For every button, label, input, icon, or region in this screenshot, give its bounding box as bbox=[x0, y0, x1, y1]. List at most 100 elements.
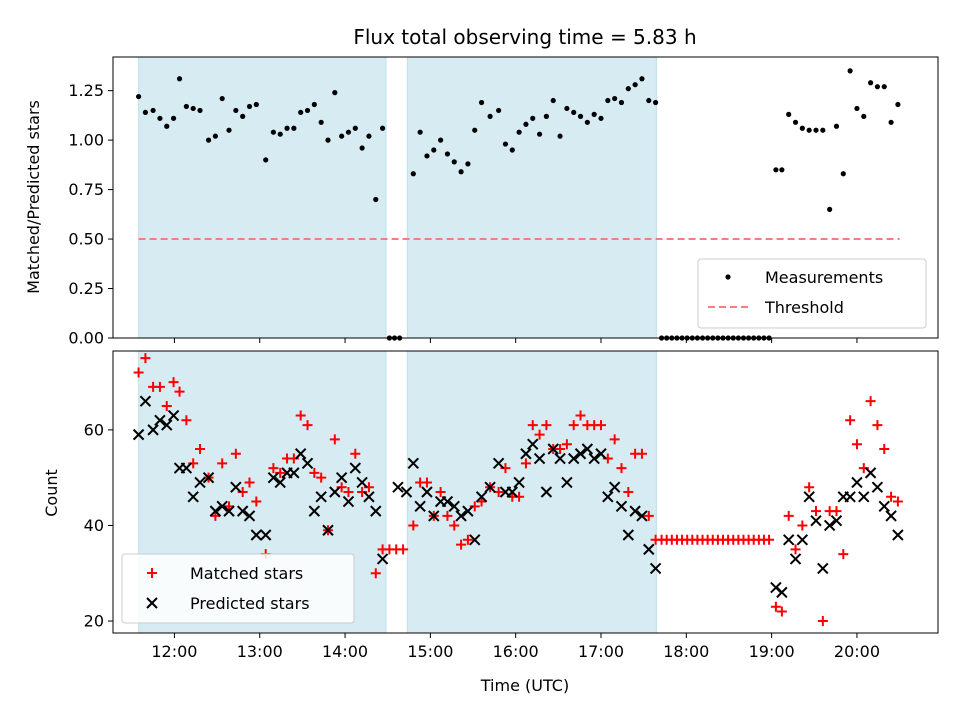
measurement-point-52 bbox=[502, 141, 509, 147]
matched-star-point-104 bbox=[817, 616, 828, 627]
measurement-point-104 bbox=[820, 127, 826, 133]
predicted-star-point-70 bbox=[629, 505, 641, 517]
matched-star-point-110 bbox=[858, 463, 869, 474]
matched-star-point-66 bbox=[596, 420, 607, 431]
legend-marker-matched-stars bbox=[147, 568, 157, 578]
measurement-point-48 bbox=[472, 127, 478, 133]
predicted-star-point-7 bbox=[180, 462, 193, 474]
matched-star-point-28 bbox=[329, 434, 340, 445]
predicted-star-point-40 bbox=[421, 486, 433, 498]
matched-star-point-115 bbox=[892, 496, 903, 507]
measurement-point-49 bbox=[478, 99, 485, 106]
matched-star-point-1 bbox=[140, 353, 151, 364]
matched-stars-series bbox=[133, 353, 903, 627]
measurement-point-35 bbox=[379, 125, 386, 131]
predicted-star-point-59 bbox=[554, 452, 566, 465]
predicted-star-point-49 bbox=[484, 481, 496, 493]
matched-star-point-55 bbox=[520, 458, 531, 469]
legend-label-measurements: Measurements bbox=[765, 268, 883, 287]
predicted-star-point-18 bbox=[260, 529, 272, 541]
predicted-star-point-64 bbox=[588, 452, 600, 465]
predicted-stars-series bbox=[132, 395, 904, 599]
matched-star-point-14 bbox=[230, 448, 241, 459]
measurement-point-23 bbox=[298, 109, 304, 116]
measurement-point-113 bbox=[881, 84, 887, 90]
predicted-star-point-12 bbox=[216, 500, 228, 513]
observing-window-1 bbox=[138, 56, 387, 339]
bottom-x-tick-label: 18:00 bbox=[663, 642, 709, 661]
measurement-point-10 bbox=[205, 137, 212, 143]
measurement-point-115 bbox=[895, 101, 901, 108]
measurement-point-33 bbox=[366, 133, 372, 139]
measurement-point-39 bbox=[410, 171, 416, 177]
matched-star-point-25 bbox=[309, 467, 320, 478]
predicted-star-point-20 bbox=[274, 476, 286, 489]
predicted-star-point-24 bbox=[301, 457, 314, 470]
predicted-star-point-27 bbox=[322, 524, 334, 536]
measurement-point-9 bbox=[197, 107, 203, 114]
matched-star-point-7 bbox=[181, 415, 192, 426]
predicted-star-point-48 bbox=[475, 491, 488, 503]
measurement-point-60 bbox=[557, 133, 563, 139]
matched-star-point-34 bbox=[370, 568, 381, 579]
predicted-star-point-26 bbox=[315, 491, 327, 503]
predicted-star-point-54 bbox=[520, 448, 532, 460]
matched-star-point-19 bbox=[268, 463, 279, 474]
predicted-star-point-79 bbox=[803, 491, 815, 503]
matched-star-point-12 bbox=[217, 458, 228, 469]
measurement-point-61 bbox=[564, 105, 570, 112]
measurement-point-47 bbox=[465, 161, 471, 167]
matched-star-point-3 bbox=[154, 381, 165, 392]
matched-star-point-73 bbox=[643, 510, 654, 521]
matched-star-point-45 bbox=[449, 520, 460, 531]
measurement-point-62 bbox=[571, 109, 577, 116]
matched-star-point-113 bbox=[879, 443, 890, 454]
top-y-tick-label: 0.50 bbox=[68, 230, 104, 249]
legend-label-predicted-stars: Predicted stars bbox=[190, 594, 310, 613]
predicted-star-point-11 bbox=[209, 505, 222, 517]
measurement-point-108 bbox=[847, 68, 853, 74]
measurement-point-109 bbox=[854, 105, 860, 112]
predicted-star-point-52 bbox=[506, 486, 518, 498]
measurement-point-11 bbox=[212, 133, 218, 139]
measurement-point-45 bbox=[451, 159, 457, 165]
measurement-point-56 bbox=[530, 115, 536, 121]
predicted-star-point-76 bbox=[782, 534, 795, 546]
predicted-star-point-72 bbox=[643, 543, 655, 556]
bottom-x-tick-label: 20:00 bbox=[834, 642, 880, 661]
measurement-point-19 bbox=[270, 129, 276, 135]
measurements-series bbox=[135, 68, 901, 341]
measurement-point-17 bbox=[253, 101, 259, 108]
top-y-tick-label: 1.25 bbox=[68, 81, 104, 100]
measurement-point-106 bbox=[833, 123, 840, 129]
predicted-star-point-28 bbox=[329, 486, 341, 498]
predicted-star-point-16 bbox=[243, 510, 256, 522]
bottom-x-tick-label: 13:00 bbox=[237, 642, 283, 661]
predicted-star-point-29 bbox=[335, 471, 348, 484]
predicted-star-point-86 bbox=[851, 476, 863, 489]
measurement-point-6 bbox=[176, 76, 183, 82]
measurement-point-64 bbox=[584, 119, 590, 125]
predicted-star-point-90 bbox=[878, 500, 890, 513]
predicted-star-point-23 bbox=[294, 448, 307, 460]
measurement-point-65 bbox=[591, 111, 597, 117]
predicted-star-point-71 bbox=[636, 510, 648, 522]
bottom-y-tick-label: 20 bbox=[84, 612, 104, 631]
matched-star-point-107 bbox=[838, 549, 849, 560]
matched-star-point-98 bbox=[776, 606, 787, 617]
matched-star-point-44 bbox=[442, 510, 453, 521]
matched-star-point-100 bbox=[790, 544, 801, 555]
predicted-star-point-73 bbox=[649, 562, 662, 575]
measurement-point-51 bbox=[496, 107, 502, 114]
matched-star-point-114 bbox=[886, 491, 897, 502]
measurement-point-98 bbox=[779, 167, 785, 173]
measurement-point-105 bbox=[827, 206, 833, 212]
matched-star-point-4 bbox=[161, 400, 172, 411]
bottom-plot-frame bbox=[112, 350, 939, 634]
top-panel: 0.00 0.25 0.50 0.75 1.00 1.25 Matched/Predict… bbox=[24, 56, 939, 348]
matched-star-point-61 bbox=[561, 439, 572, 450]
matched-star-point-47 bbox=[462, 534, 473, 545]
measurement-point-59 bbox=[550, 97, 556, 104]
predicted-star-point-14 bbox=[230, 481, 242, 493]
predicted-star-point-60 bbox=[561, 476, 573, 489]
